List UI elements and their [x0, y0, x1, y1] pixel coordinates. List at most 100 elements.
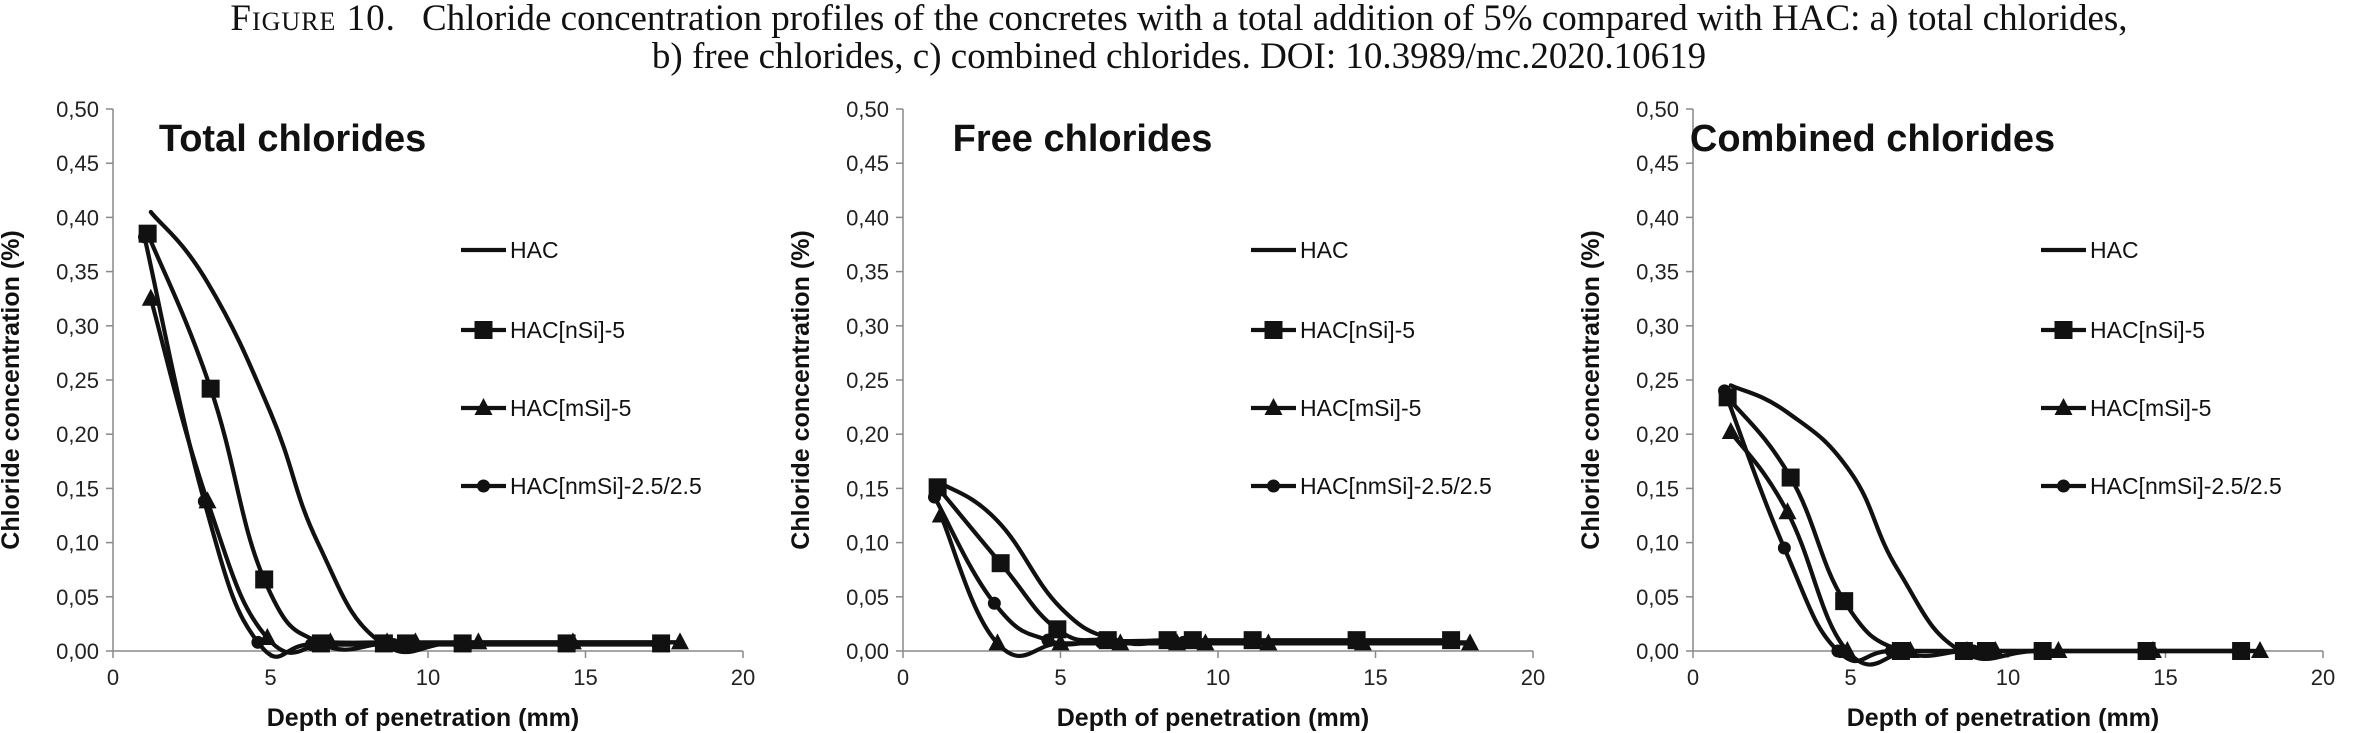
series-line [932, 495, 1451, 647]
y-tick-label: 0,40 [1636, 205, 1679, 230]
y-tick-label: 0,40 [846, 205, 889, 230]
series-HAC[nmSi]-2.5/2.5 [138, 230, 665, 659]
data-point-square [991, 554, 1010, 573]
y-axis-label: Chloride concentration (%) [1577, 230, 1605, 549]
x-tick-label: 0 [1687, 665, 1699, 690]
y-tick-label: 0,15 [1636, 476, 1679, 501]
data-point-triangle [2251, 641, 2269, 658]
data-point-circle [1041, 633, 1055, 647]
x-tick-label: 10 [1996, 665, 2020, 690]
x-tick-label: 5 [1844, 665, 1856, 690]
data-point-square [255, 570, 274, 589]
data-point-circle [138, 230, 151, 244]
y-tick-label: 0,30 [1636, 314, 1679, 339]
legend-item: HAC[nmSi]-2.5/2.5 [1251, 473, 1492, 499]
legend-marker-square [1264, 321, 1283, 339]
y-tick-label: 0,10 [1636, 531, 1679, 556]
legend-marker-triangle [1264, 398, 1283, 415]
data-point-circle [1176, 635, 1190, 649]
y-tick-label: 0,30 [56, 314, 99, 339]
series-HAC[nSi]-5 [138, 224, 671, 653]
legend-item: HAC[nmSi]-2.5/2.5 [461, 473, 702, 499]
x-tick-label: 0 [107, 665, 119, 690]
data-point-triangle [141, 288, 160, 306]
y-tick-label: 0,45 [846, 151, 889, 176]
legend-marker-square [474, 321, 493, 339]
legend-label: HAC[mSi]-5 [2090, 395, 2211, 421]
series-HAC[nSi]-5 [928, 478, 1461, 650]
x-tick-label: 20 [1521, 665, 1545, 690]
series-line [935, 485, 1454, 644]
x-axis-label: Depth of penetration (mm) [267, 704, 580, 732]
y-tick-label: 0,15 [56, 476, 99, 501]
caption-line-1: Figure 10. Chloride concentration profile… [0, 0, 2358, 38]
data-point-triangle [1778, 502, 1797, 520]
y-tick-label: 0,15 [846, 476, 889, 501]
legend-marker-square [2054, 321, 2073, 339]
x-tick-label: 20 [2311, 665, 2335, 690]
data-point-circle [1718, 384, 1731, 398]
legend-label: HAC [510, 237, 559, 263]
y-tick-label: 0,35 [56, 260, 99, 285]
y-tick-label: 0,50 [1636, 97, 1679, 122]
chart-panel-3: 0,00 0,05 0,10 0,15 0,20 0,25 0,30 0,35 0,40 0,45… [1577, 97, 2335, 732]
x-axis-label: Depth of penetration (mm) [1057, 704, 1370, 732]
caption-line-2: b) free chlorides, c) combined chlorides… [651, 36, 1707, 77]
data-point-circle [651, 637, 665, 651]
data-point-circle [1441, 635, 1455, 649]
data-point-circle [1243, 635, 1256, 649]
y-tick-label: 0,05 [846, 585, 889, 610]
series-HAC[mSi]-5 [1721, 422, 2269, 667]
data-point-circle [556, 637, 570, 651]
data-point-circle [453, 637, 466, 651]
caption-text-1: Chloride concentration profiles of the c… [421, 0, 2128, 39]
y-tick-label: 0,10 [56, 531, 99, 556]
legend-label: HAC[nmSi]-2.5/2.5 [1300, 473, 1492, 499]
legend-item: HAC [461, 237, 559, 263]
legend-item: HAC [2041, 237, 2139, 263]
chart-title: Total chlorides [159, 118, 426, 160]
y-tick-label: 0,35 [846, 260, 889, 285]
legend-marker-triangle [2054, 398, 2073, 415]
legend-label: HAC[mSi]-5 [510, 395, 631, 421]
y-tick-label: 0,25 [56, 368, 99, 393]
figure-label: Figure 10. [230, 0, 396, 39]
y-tick-label: 0,45 [1636, 151, 1679, 176]
y-tick-label: 0,50 [56, 97, 99, 122]
legend-label: HAC[nSi]-5 [1300, 317, 1415, 343]
legend-marker-circle [1267, 479, 1280, 493]
data-point-square [1048, 620, 1067, 639]
chart-title: Combined chlorides [1690, 118, 2055, 160]
legend-item: HAC[nmSi]-2.5/2.5 [2041, 473, 2282, 499]
chart-title: Free chlorides [953, 118, 1213, 160]
y-tick-label: 0,25 [846, 368, 889, 393]
data-point-circle [1966, 644, 1980, 658]
series-line [1725, 395, 2244, 658]
y-axis-label: Chloride concentration (%) [787, 230, 815, 549]
y-tick-label: 0,20 [1636, 422, 1679, 447]
data-point-circle [2231, 644, 2245, 658]
data-point-circle [197, 494, 211, 508]
legend-label: HAC[nmSi]-2.5/2.5 [2090, 473, 2282, 499]
data-point-circle [1831, 644, 1845, 658]
legend-marker-circle [477, 479, 490, 493]
data-point-circle [1884, 644, 1898, 658]
legend-label: HAC [1300, 237, 1349, 263]
data-point-square [1781, 468, 1800, 487]
data-point-circle [2136, 644, 2150, 658]
data-point-circle [251, 635, 265, 649]
data-point-circle [1094, 635, 1108, 649]
y-tick-label: 0,00 [846, 639, 889, 664]
data-point-circle [386, 637, 400, 651]
legend-item: HAC[mSi]-5 [461, 395, 631, 421]
y-tick-label: 0,35 [1636, 260, 1679, 285]
legend-label: HAC[mSi]-5 [1300, 395, 1421, 421]
data-point-square [1835, 592, 1854, 611]
y-tick-label: 0,20 [846, 422, 889, 447]
data-point-circle [928, 490, 941, 504]
y-tick-label: 0,50 [846, 97, 889, 122]
chart-panel-2: 0,00 0,05 0,10 0,15 0,20 0,25 0,30 0,35 0,40 0,45… [787, 97, 1545, 732]
data-point-circle [1346, 635, 1360, 649]
x-tick-label: 15 [1363, 665, 1387, 690]
